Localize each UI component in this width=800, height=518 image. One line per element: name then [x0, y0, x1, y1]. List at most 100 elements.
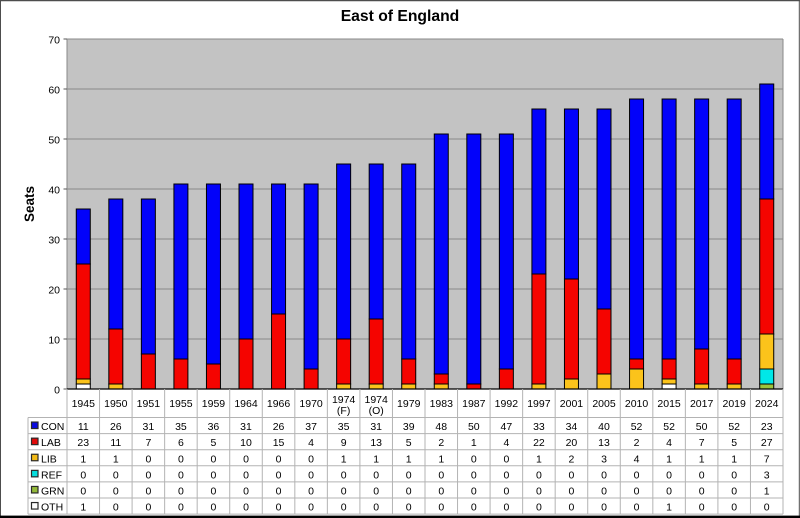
svg-text:1987: 1987 — [462, 398, 486, 410]
svg-text:0: 0 — [145, 485, 151, 497]
svg-text:0: 0 — [731, 469, 737, 481]
svg-text:9: 9 — [341, 437, 347, 449]
svg-text:0: 0 — [276, 485, 282, 497]
svg-text:0: 0 — [80, 485, 86, 497]
svg-text:1955: 1955 — [169, 398, 193, 410]
svg-text:0: 0 — [178, 453, 184, 465]
svg-text:0: 0 — [211, 502, 217, 514]
svg-text:0: 0 — [54, 385, 60, 397]
svg-text:2010: 2010 — [625, 398, 649, 410]
svg-text:0: 0 — [211, 453, 217, 465]
svg-text:52: 52 — [631, 421, 643, 433]
svg-text:31: 31 — [143, 421, 155, 433]
svg-text:0: 0 — [569, 485, 575, 497]
svg-text:1: 1 — [731, 453, 737, 465]
svg-text:0: 0 — [341, 485, 347, 497]
svg-text:1: 1 — [113, 453, 119, 465]
svg-text:0: 0 — [341, 502, 347, 514]
svg-text:1974: 1974 — [332, 394, 356, 406]
svg-text:0: 0 — [601, 502, 607, 514]
svg-text:70: 70 — [48, 35, 60, 47]
svg-text:2005: 2005 — [592, 398, 616, 410]
svg-text:0: 0 — [536, 469, 542, 481]
svg-text:0: 0 — [341, 469, 347, 481]
svg-text:31: 31 — [370, 421, 382, 433]
svg-text:0: 0 — [243, 453, 249, 465]
svg-text:2017: 2017 — [690, 398, 714, 410]
svg-text:7: 7 — [145, 437, 151, 449]
svg-text:0: 0 — [634, 502, 640, 514]
svg-text:35: 35 — [338, 421, 350, 433]
svg-text:1992: 1992 — [495, 398, 519, 410]
svg-text:0: 0 — [536, 485, 542, 497]
svg-text:3: 3 — [764, 469, 770, 481]
svg-text:0: 0 — [634, 469, 640, 481]
svg-text:40: 40 — [48, 185, 60, 197]
svg-text:10: 10 — [240, 437, 252, 449]
svg-text:0: 0 — [373, 502, 379, 514]
svg-text:0: 0 — [471, 453, 477, 465]
svg-text:31: 31 — [240, 421, 252, 433]
svg-text:1: 1 — [80, 502, 86, 514]
svg-text:1966: 1966 — [267, 398, 291, 410]
svg-text:5: 5 — [406, 437, 412, 449]
svg-text:11: 11 — [110, 437, 121, 449]
svg-text:20: 20 — [566, 437, 578, 449]
svg-text:37: 37 — [305, 421, 317, 433]
svg-text:GRN: GRN — [41, 485, 64, 497]
svg-text:0: 0 — [276, 502, 282, 514]
svg-text:0: 0 — [406, 469, 412, 481]
svg-text:(O): (O) — [369, 405, 384, 417]
svg-text:15: 15 — [273, 437, 285, 449]
svg-text:0: 0 — [699, 485, 705, 497]
svg-text:0: 0 — [471, 469, 477, 481]
svg-text:5: 5 — [731, 437, 737, 449]
svg-text:0: 0 — [503, 485, 509, 497]
svg-text:36: 36 — [208, 421, 220, 433]
svg-text:0: 0 — [308, 453, 314, 465]
svg-text:26: 26 — [110, 421, 122, 433]
svg-text:2024: 2024 — [755, 398, 779, 410]
svg-text:0: 0 — [178, 485, 184, 497]
svg-text:(F): (F) — [337, 405, 350, 417]
svg-text:0: 0 — [406, 485, 412, 497]
svg-text:0: 0 — [211, 485, 217, 497]
svg-text:1: 1 — [438, 453, 444, 465]
svg-text:10: 10 — [48, 335, 60, 347]
svg-text:0: 0 — [569, 502, 575, 514]
svg-text:7: 7 — [699, 437, 705, 449]
svg-text:2001: 2001 — [560, 398, 584, 410]
svg-text:1: 1 — [666, 453, 672, 465]
svg-text:26: 26 — [273, 421, 285, 433]
svg-text:27: 27 — [761, 437, 773, 449]
svg-text:1997: 1997 — [527, 398, 551, 410]
svg-text:1979: 1979 — [397, 398, 421, 410]
svg-text:13: 13 — [598, 437, 610, 449]
svg-text:LAB: LAB — [41, 437, 61, 449]
svg-text:4: 4 — [503, 437, 509, 449]
svg-text:0: 0 — [699, 502, 705, 514]
svg-text:40: 40 — [598, 421, 610, 433]
svg-text:47: 47 — [501, 421, 513, 433]
svg-text:0: 0 — [276, 453, 282, 465]
svg-text:0: 0 — [178, 469, 184, 481]
svg-text:0: 0 — [634, 485, 640, 497]
svg-text:1964: 1964 — [234, 398, 258, 410]
svg-text:52: 52 — [728, 421, 740, 433]
svg-text:2: 2 — [634, 437, 640, 449]
svg-text:0: 0 — [178, 502, 184, 514]
svg-text:1: 1 — [471, 437, 477, 449]
svg-text:0: 0 — [113, 502, 119, 514]
svg-text:REF: REF — [41, 469, 62, 481]
svg-text:0: 0 — [471, 502, 477, 514]
svg-text:3: 3 — [601, 453, 607, 465]
svg-text:0: 0 — [666, 469, 672, 481]
svg-text:23: 23 — [77, 437, 89, 449]
svg-text:52: 52 — [663, 421, 675, 433]
svg-text:0: 0 — [243, 485, 249, 497]
svg-text:0: 0 — [601, 469, 607, 481]
svg-text:OTH: OTH — [41, 502, 63, 514]
svg-text:48: 48 — [435, 421, 447, 433]
svg-text:5: 5 — [211, 437, 217, 449]
svg-text:Seats: Seats — [22, 186, 37, 222]
